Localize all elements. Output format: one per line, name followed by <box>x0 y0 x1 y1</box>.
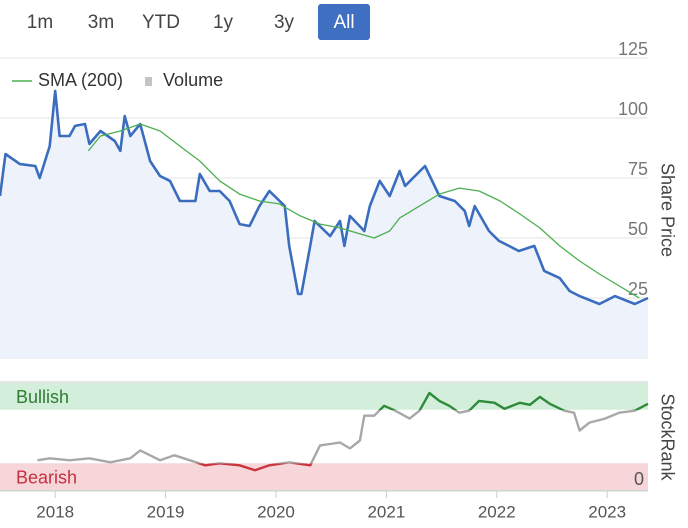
x-tick-label: 2022 <box>478 502 516 521</box>
band <box>0 383 648 410</box>
y-axis-title: Share Price <box>657 163 677 257</box>
x-tick-label: 2018 <box>36 502 74 521</box>
range-button-bg[interactable] <box>318 4 370 40</box>
y-tick-label: 0 <box>634 469 644 489</box>
y-tick-label: 100 <box>618 99 648 119</box>
range-button[interactable]: 1m <box>27 12 53 33</box>
x-tick-label: 2021 <box>367 502 405 521</box>
x-tick-label: 2019 <box>147 502 185 521</box>
x-tick-label: 2020 <box>257 502 295 521</box>
legend-label: SMA (200) <box>38 70 123 90</box>
legend-label: Volume <box>163 70 223 90</box>
band-label: Bearish <box>16 467 77 487</box>
y-tick-label: 125 <box>618 39 648 59</box>
range-button[interactable]: 3m <box>88 12 114 33</box>
price-line <box>0 89 649 306</box>
y-tick-label: 25 <box>628 279 648 299</box>
legend-swatch <box>145 77 153 86</box>
y-tick-label: 50 <box>628 219 648 239</box>
range-button[interactable]: 3y <box>274 12 295 33</box>
range-button[interactable]: All <box>333 12 354 33</box>
stockrank-line <box>37 391 649 472</box>
x-tick-label: 2023 <box>588 502 626 521</box>
range-button[interactable]: YTD <box>142 12 180 33</box>
range-button[interactable]: 1y <box>213 12 234 33</box>
price-area <box>0 90 648 359</box>
sma-line <box>87 123 640 299</box>
y-tick-label: 75 <box>628 159 648 179</box>
band <box>0 463 648 490</box>
y-axis-title: StockRank <box>657 393 677 481</box>
band-label: Bullish <box>16 387 69 407</box>
